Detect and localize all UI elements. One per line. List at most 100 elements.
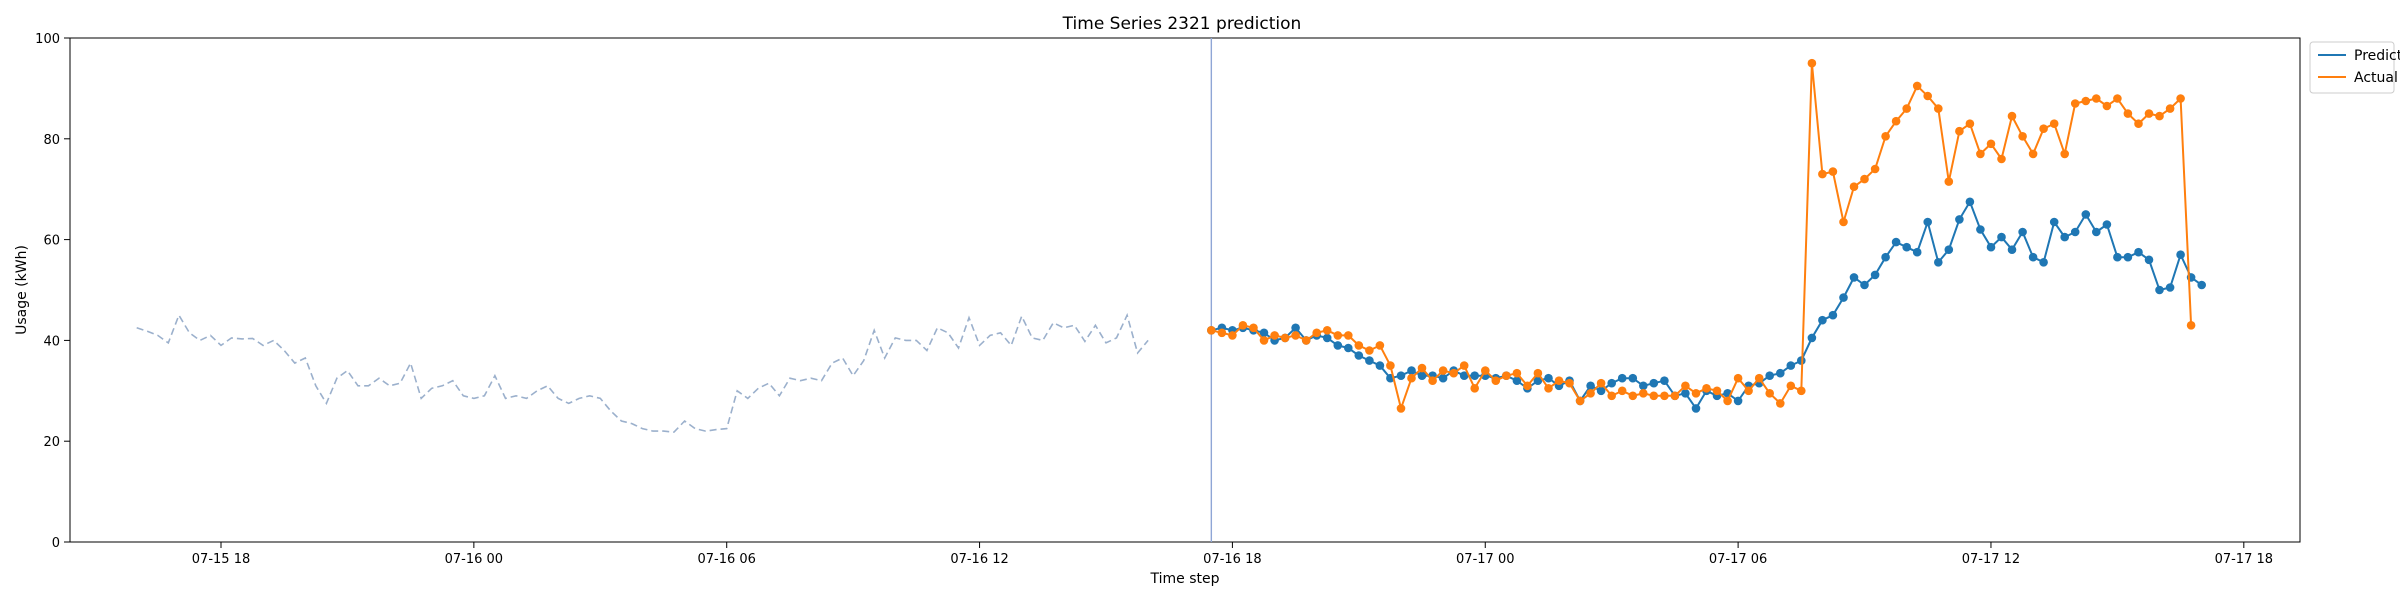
actual-point [1280, 333, 1290, 343]
actual-point [1744, 386, 1753, 396]
x-tick-label: 07-16 18 [1203, 552, 1261, 567]
plot-area [136, 38, 2206, 542]
predict-point [2123, 252, 2133, 262]
actual-point [2007, 111, 2017, 121]
actual-point [2155, 111, 2164, 121]
actual-point [1502, 371, 1511, 381]
predict-point [2007, 245, 2017, 254]
predict-point [2102, 220, 2112, 229]
predict-point [1617, 373, 1627, 383]
actual-point [1891, 116, 1901, 126]
actual-point [1228, 331, 1237, 340]
actual-point [1554, 376, 1564, 386]
plot-frame [69, 37, 2301, 543]
actual-point [1470, 384, 1479, 393]
actual-point [1797, 386, 1806, 396]
predict-point [1291, 323, 1300, 333]
predict-point [1870, 270, 1880, 280]
predict-point [1923, 217, 1932, 227]
predict-point [1344, 343, 1353, 353]
actual-point [1322, 326, 1332, 335]
actual-point [1881, 132, 1890, 141]
actual-point [1312, 328, 1321, 338]
predict-point [1986, 242, 1996, 252]
predict-point [2176, 250, 2185, 259]
predict-point [2028, 252, 2038, 262]
x-tick-label: 07-17 00 [1456, 552, 1514, 567]
actual-point [1997, 154, 2006, 164]
predict-point [1607, 378, 1616, 388]
y-tick-label: 40 [43, 334, 60, 349]
actual-point [1786, 381, 1796, 391]
x-tick-label: 07-16 06 [697, 552, 755, 567]
chart-title: Time Series 2321 prediction [1062, 14, 1302, 34]
actual-point [1533, 368, 1543, 378]
legend-predict-label: Predict [2354, 48, 2400, 64]
actual-point [1481, 366, 1490, 375]
x-tick-label: 07-17 06 [1709, 552, 1767, 567]
actual-point [1396, 404, 1406, 413]
predict-point [1912, 247, 1922, 257]
predict-point [1944, 245, 1954, 254]
actual-point [1670, 391, 1680, 401]
predict-point [1649, 378, 1659, 388]
actual-point [1386, 361, 1395, 370]
predict-point [1997, 232, 2006, 242]
predict-point [1660, 376, 1669, 386]
predict-point [2155, 285, 2164, 295]
predict-point [1976, 225, 1985, 234]
predict-point [2060, 232, 2069, 242]
actual-point [2049, 119, 2059, 128]
actual-point [2018, 132, 2027, 141]
actual-point [1428, 376, 1437, 386]
actual-point [2092, 94, 2101, 103]
actual-point [2176, 94, 2185, 103]
predict-point [1786, 361, 1796, 370]
predict-point [2081, 210, 2091, 219]
predict-point [1396, 371, 1406, 381]
predict-point [2165, 283, 2175, 292]
predict-point [1512, 376, 1522, 386]
actual-point [2060, 149, 2069, 159]
predict-point [1934, 258, 1943, 267]
predict-point [1807, 333, 1817, 343]
predict-point [2197, 280, 2206, 290]
predict-point [1459, 371, 1469, 381]
actual-point [2165, 104, 2175, 113]
actual-point [1407, 373, 1416, 383]
predict-point [1881, 252, 1890, 262]
actual-point [1702, 384, 1711, 393]
actual-point [1776, 399, 1785, 408]
y-axis: 0 20 40 60 80 100 [35, 32, 70, 551]
predict-point [1438, 373, 1448, 383]
actual-point [1449, 368, 1458, 378]
predict-point [1839, 293, 1848, 302]
predict-point [1628, 373, 1638, 383]
actual-point [1839, 217, 1848, 227]
actual-point [1354, 341, 1364, 350]
actual-point [1986, 139, 1996, 149]
y-tick-label: 80 [43, 133, 60, 148]
x-tick-label: 07-15 18 [192, 552, 250, 567]
actual-point [1333, 331, 1343, 340]
x-axis-label: Time step [1150, 571, 1220, 587]
actual-point [1586, 389, 1595, 398]
actual-point [1607, 391, 1616, 401]
y-tick-label: 20 [43, 435, 60, 450]
actual-point [1944, 177, 1954, 186]
predict-point [2144, 255, 2154, 265]
actual-point [2081, 96, 2091, 106]
actual-point [1438, 366, 1448, 375]
actual-line [1211, 63, 2193, 412]
actual-point [1639, 389, 1648, 398]
actual-point [1365, 346, 1374, 355]
predict-point [1681, 389, 1690, 398]
actual-point [1238, 321, 1248, 330]
y-tick-label: 60 [43, 234, 60, 249]
predict-point [1533, 376, 1543, 386]
actual-point [1459, 361, 1469, 370]
predict-point [1322, 333, 1332, 343]
predict-point [1860, 280, 1869, 290]
predict-point [1407, 366, 1416, 375]
